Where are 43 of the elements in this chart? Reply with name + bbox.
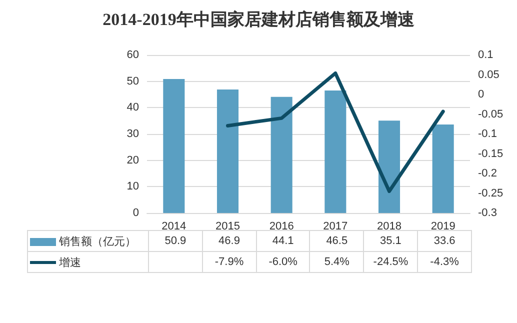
- y2-tick-label: 0.1: [478, 49, 494, 61]
- data-label: -7.9%: [202, 252, 256, 272]
- data-label: 44.1: [272, 235, 294, 247]
- x-tick-label: 2019: [430, 220, 456, 232]
- y-tick-label: 50: [126, 75, 139, 88]
- data-label: 46.5: [326, 235, 348, 247]
- data-label: 33.6: [434, 235, 456, 247]
- chart-title: 2014-2019年中国家居建材店销售额及增速: [102, 10, 414, 29]
- data-label: 50.9: [164, 235, 186, 247]
- data-label: 5.4%: [310, 252, 364, 272]
- data-label: 46.9: [218, 235, 240, 247]
- x-tick-label: 2017: [323, 220, 348, 232]
- y2-tick-label: -0.1: [478, 128, 497, 140]
- y2-tick-label: 0.05: [478, 68, 500, 81]
- x-tick-label: 2018: [377, 220, 402, 232]
- bar: [378, 120, 400, 213]
- y2-tick-label: 0: [478, 88, 484, 100]
- line-series: [226, 71, 445, 194]
- legend-label: 增速: [28, 252, 148, 272]
- x-tick-label: 2014: [162, 220, 186, 232]
- y-tick-label: 30: [126, 128, 139, 140]
- y2-tick-label: -0.2: [478, 168, 497, 180]
- data-label: 35.1: [380, 235, 402, 247]
- bar: [216, 89, 239, 213]
- bar: [432, 124, 454, 213]
- y-tick-label: 0: [132, 207, 139, 219]
- y2-tick-label: -0.3: [478, 207, 497, 219]
- y2-tick-label: -0.05: [478, 108, 504, 120]
- y-tick-label: 10: [126, 180, 139, 193]
- x-tick-label: 2015: [216, 220, 240, 232]
- bar: [324, 90, 346, 213]
- y-tick-label: 20: [126, 154, 139, 166]
- bar: [163, 78, 185, 213]
- y-tick-label: 60: [126, 49, 139, 61]
- y-tick-label: 40: [126, 102, 139, 114]
- data-label: -24.5%: [364, 252, 418, 272]
- data-label: -6.0%: [256, 252, 310, 272]
- data-label: -4.3%: [418, 252, 472, 272]
- bar: [270, 96, 292, 213]
- y2-tick-label: -0.15: [478, 148, 504, 160]
- y2-tick-label: -0.25: [478, 187, 504, 200]
- legend-label: 销售额（亿元）: [28, 230, 148, 252]
- x-tick-label: 2016: [269, 220, 294, 232]
